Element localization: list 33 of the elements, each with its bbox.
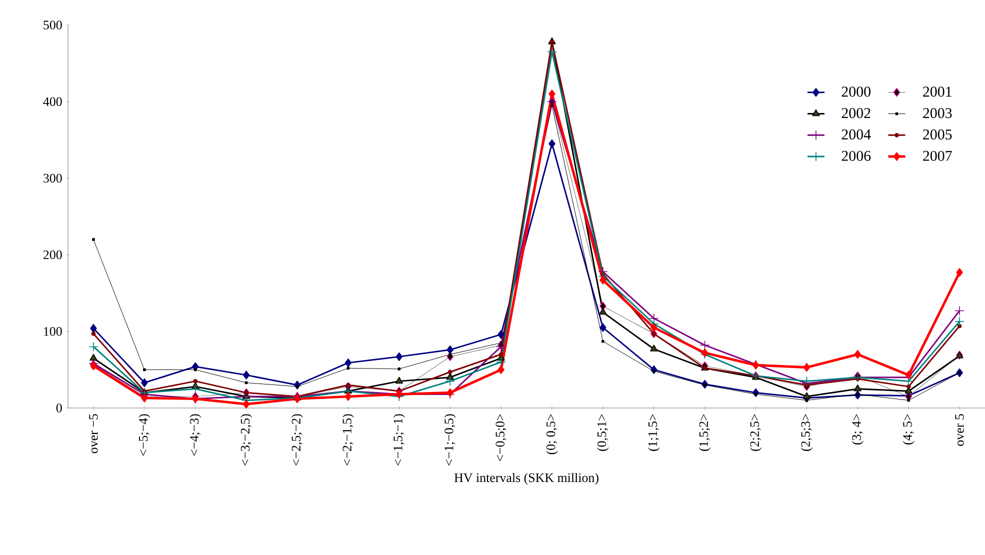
- x-tick-label: <−5;−4): [138, 414, 150, 456]
- x-tick-label: <−2,5;−2): [291, 414, 304, 466]
- legend-label: 2007: [923, 150, 952, 161]
- x-tick-label: <−1;−0,5): [444, 414, 456, 466]
- x-tick-label: over 5: [955, 414, 964, 446]
- x-tick-label: (0; 0,5>: [546, 414, 558, 454]
- x-tick-label: <−3;−2,5): [240, 414, 252, 466]
- x-tick-label: (2;2,5>: [750, 414, 762, 451]
- y-tick-label: 100: [44, 327, 62, 336]
- x-tick-label: <−4;−3): [189, 414, 202, 456]
- legend-label: 2000: [842, 86, 870, 97]
- legend-label: 2002: [842, 108, 870, 118]
- x-tick-label: (3; 4>: [852, 414, 864, 444]
- x-tick-label: <−0,5;0>: [496, 414, 506, 462]
- y-tick-label: 400: [43, 97, 62, 106]
- legend-label: 2001: [923, 86, 952, 97]
- x-tick-label: (4; 5>: [902, 414, 914, 444]
- x-tick-label: <−1,5;−1): [393, 414, 406, 466]
- y-tick-label: 500: [44, 20, 62, 30]
- x-tick-label: (2,5;3>: [800, 414, 813, 451]
- x-tick-label: <−2;−1,5): [342, 414, 354, 466]
- x-tick-label: (1;1,5>: [648, 414, 660, 451]
- legend-label: 2004: [842, 129, 871, 140]
- legend-label: 2003: [923, 108, 952, 118]
- y-tick-label: 300: [44, 174, 62, 183]
- legend-label: 2005: [923, 129, 952, 140]
- x-axis-title: HV intervals (SKK million): [454, 472, 598, 485]
- y-tick-label: 0: [56, 404, 62, 412]
- y-tick-label: 200: [43, 250, 62, 260]
- x-tick-label: (1,5;2>: [698, 414, 711, 451]
- legend-label: 2006: [842, 150, 871, 161]
- x-tick-label: over −5: [89, 414, 98, 454]
- x-tick-label: (0,5;1>: [597, 414, 609, 451]
